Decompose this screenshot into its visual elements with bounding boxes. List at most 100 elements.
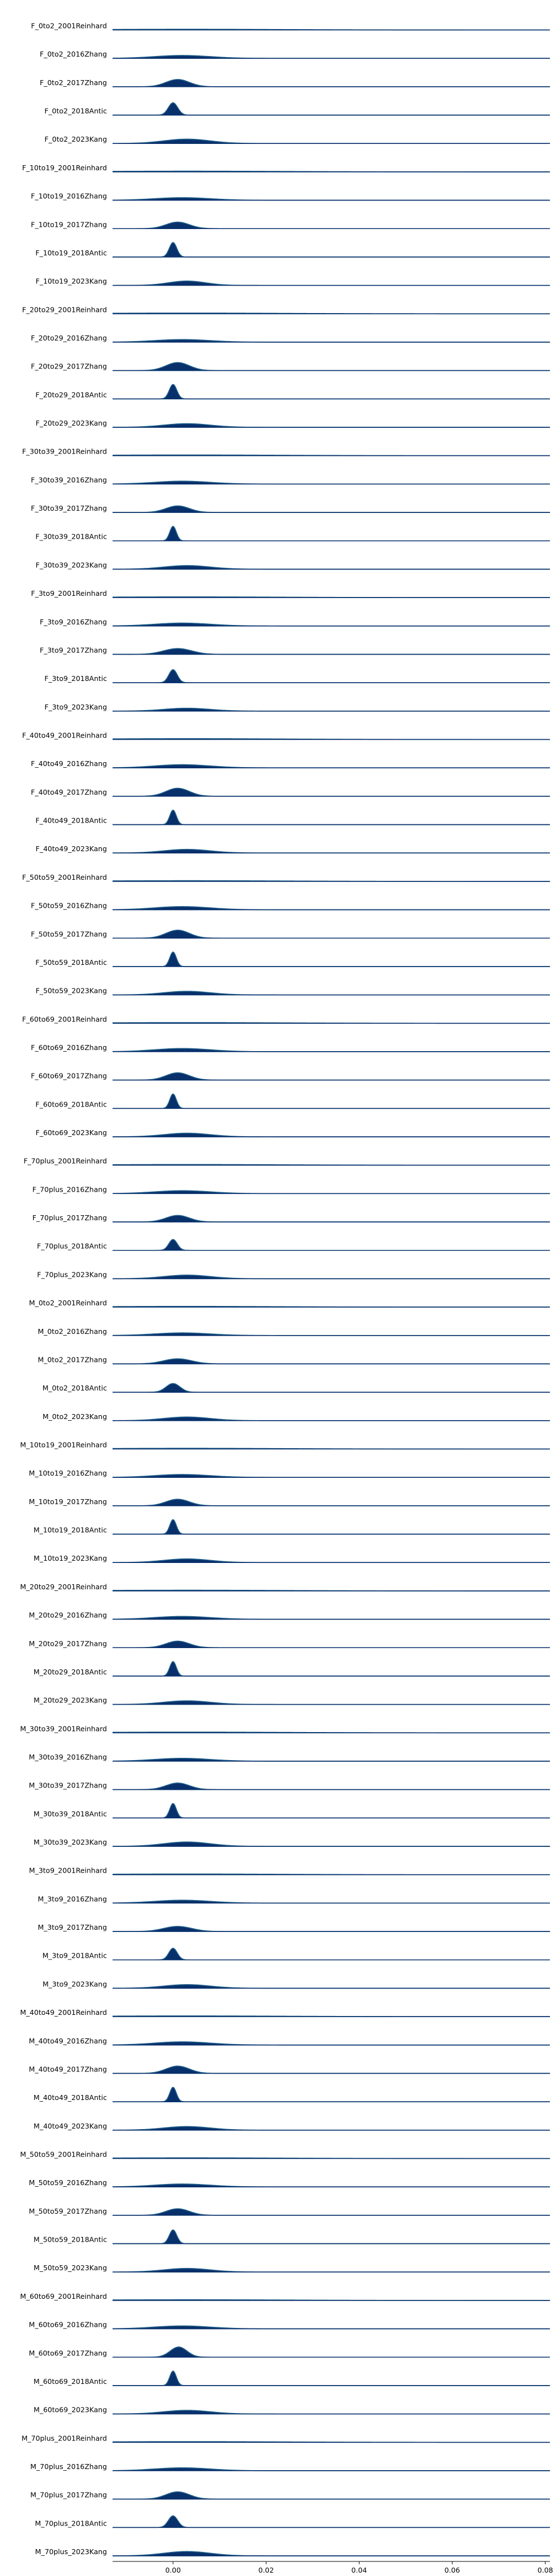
- density-area: [113, 2087, 550, 2102]
- ridge-row: F_30to39_2023Kang: [36, 561, 550, 570]
- row-label: M_10to19_2016Zhang: [29, 1469, 107, 1477]
- ridge-row: M_10to19_2016Zhang: [29, 1469, 550, 1478]
- row-label: F_60to69_2016Zhang: [31, 1043, 107, 1052]
- row-label: F_70plus_2001Reinhard: [24, 1157, 107, 1165]
- row-label: M_40to49_2016Zhang: [29, 2037, 107, 2045]
- density-area: [113, 648, 550, 655]
- row-label: F_50to59_2023Kang: [36, 987, 107, 995]
- row-label: F_30to39_2017Zhang: [31, 504, 107, 512]
- row-label: F_30to39_2018Antic: [35, 533, 107, 541]
- ridge-row: F_50to59_2016Zhang: [31, 902, 550, 911]
- row-label: F_10to19_2001Reinhard: [22, 164, 107, 172]
- density-area: [113, 2066, 550, 2074]
- row-label: M_30to39_2023Kang: [34, 1838, 107, 1846]
- density-area: [113, 2491, 550, 2499]
- ridge-row: F_20to29_2018Antic: [35, 384, 550, 400]
- row-label: M_60to69_2017Zhang: [29, 2349, 107, 2357]
- row-label: F_3to9_2023Kang: [45, 703, 107, 711]
- density-area: [113, 930, 550, 939]
- ridge-rows: F_0to2_2001Reinhard F_0to2_2016Zhang F_0to…: [20, 22, 550, 2556]
- ridge-row: F_60to69_2016Zhang: [31, 1043, 550, 1052]
- ridge-row: M_0to2_2017Zhang: [38, 1355, 550, 1365]
- x-axis: 0.00 0.02 0.04 0.06 0.08: [113, 2561, 553, 2574]
- row-label: M_60to69_2023Kang: [34, 2406, 107, 2414]
- density-area: [113, 1383, 550, 1393]
- row-label: F_20to29_2018Antic: [35, 390, 107, 399]
- ridge-row: F_50to59_2018Antic: [35, 951, 550, 967]
- row-label: M_0to2_2017Zhang: [38, 1355, 107, 1364]
- density-area: [113, 1803, 550, 1818]
- row-label: M_3to9_2001Reinhard: [29, 1866, 107, 1875]
- ridge-row: M_3to9_2001Reinhard: [29, 1866, 550, 1875]
- ridge-row: F_70plus_2018Antic: [37, 1239, 550, 1251]
- density-area: [113, 242, 550, 257]
- row-label: M_70plus_2018Antic: [35, 2519, 107, 2527]
- density-area: [113, 384, 550, 399]
- density-area: [113, 506, 550, 513]
- row-label: M_20to29_2001Reinhard: [20, 1583, 107, 1591]
- ridge-row: F_10to19_2001Reinhard: [22, 164, 550, 172]
- row-label: M_0to2_2016Zhang: [38, 1327, 107, 1336]
- row-label: M_3to9_2017Zhang: [38, 1923, 107, 1931]
- row-label: M_50to59_2001Reinhard: [20, 2150, 107, 2159]
- row-label: F_60to69_2017Zhang: [31, 1072, 107, 1080]
- row-label: M_30to39_2018Antic: [34, 1809, 107, 1818]
- row-label: F_3to9_2001Reinhard: [31, 589, 107, 598]
- ridge-row: M_30to39_2016Zhang: [29, 1753, 550, 1762]
- density-area: [113, 1926, 550, 1932]
- row-label: F_70plus_2017Zhang: [32, 1214, 107, 1222]
- row-label: F_60to69_2001Reinhard: [22, 1015, 107, 1023]
- row-label: M_40to49_2017Zhang: [29, 2065, 107, 2073]
- x-tick-label: 0.00: [165, 2566, 181, 2574]
- row-label: F_50to59_2018Antic: [35, 958, 107, 967]
- row-label: M_30to39_2001Reinhard: [20, 1724, 107, 1733]
- ridge-row: F_0to2_2023Kang: [45, 135, 550, 144]
- ridge-row: M_20to29_2018Antic: [34, 1661, 550, 1677]
- ridge-row: M_30to39_2018Antic: [34, 1803, 550, 1819]
- ridge-row: F_10to19_2017Zhang: [31, 220, 550, 230]
- ridge-row: M_10to19_2018Antic: [34, 1519, 550, 1535]
- row-label: F_30to39_2016Zhang: [31, 475, 107, 484]
- ridge-row: F_10to19_2023Kang: [36, 277, 550, 286]
- ridge-row: M_40to49_2001Reinhard: [20, 2008, 550, 2017]
- row-label: F_40to49_2017Zhang: [31, 788, 107, 796]
- row-label: M_40to49_2023Kang: [34, 2122, 107, 2130]
- ridge-row: F_0to2_2016Zhang: [40, 50, 550, 59]
- ridge-row: M_40to49_2023Kang: [34, 2122, 550, 2131]
- x-tick-label: 0.06: [445, 2566, 460, 2574]
- ridge-row: F_60to69_2018Antic: [35, 1093, 550, 1109]
- row-label: M_0to2_2018Antic: [43, 1384, 107, 1392]
- row-label: F_70plus_2016Zhang: [32, 1185, 107, 1193]
- ridge-row: F_10to19_2016Zhang: [31, 192, 550, 201]
- ridge-row: F_60to69_2017Zhang: [31, 1072, 550, 1081]
- ridge-row: F_20to29_2017Zhang: [31, 362, 550, 371]
- ridge-row: F_60to69_2023Kang: [36, 1128, 550, 1137]
- ridge-row: F_3to9_2017Zhang: [40, 646, 550, 655]
- row-label: M_20to29_2017Zhang: [29, 1639, 107, 1648]
- ridge-row: F_3to9_2001Reinhard: [31, 589, 550, 598]
- density-area: [113, 1359, 550, 1364]
- ridge-row: M_20to29_2017Zhang: [29, 1639, 550, 1649]
- row-label: F_70plus_2018Antic: [37, 1242, 107, 1250]
- ridge-row: F_40to49_2001Reinhard: [22, 731, 550, 740]
- row-label: F_30to39_2001Reinhard: [22, 447, 107, 456]
- ridge-row: M_3to9_2016Zhang: [38, 1894, 550, 1904]
- row-label: M_3to9_2016Zhang: [38, 1894, 107, 1903]
- row-label: F_10to19_2023Kang: [36, 277, 107, 286]
- ridge-row: M_70plus_2016Zhang: [30, 2462, 550, 2471]
- row-label: F_50to59_2001Reinhard: [22, 873, 107, 881]
- row-label: F_60to69_2023Kang: [36, 1128, 107, 1137]
- row-label: M_20to29_2016Zhang: [29, 1611, 107, 1620]
- row-label: M_60to69_2001Reinhard: [20, 2292, 107, 2300]
- ridge-row: F_70plus_2001Reinhard: [24, 1157, 550, 1166]
- ridge-row: M_60to69_2001Reinhard: [20, 2292, 550, 2301]
- row-label: F_0to2_2023Kang: [45, 135, 107, 143]
- ridge-row: M_50to59_2017Zhang: [29, 2207, 550, 2216]
- row-label: M_0to2_2023Kang: [43, 1412, 107, 1421]
- density-area: [113, 2229, 550, 2244]
- ridge-row: M_40to49_2016Zhang: [29, 2037, 550, 2046]
- density-area: [113, 222, 550, 229]
- ridge-row: M_40to49_2017Zhang: [29, 2065, 550, 2074]
- ridge-row: M_40to49_2018Antic: [34, 2087, 550, 2102]
- ridge-row: M_70plus_2023Kang: [35, 2547, 550, 2556]
